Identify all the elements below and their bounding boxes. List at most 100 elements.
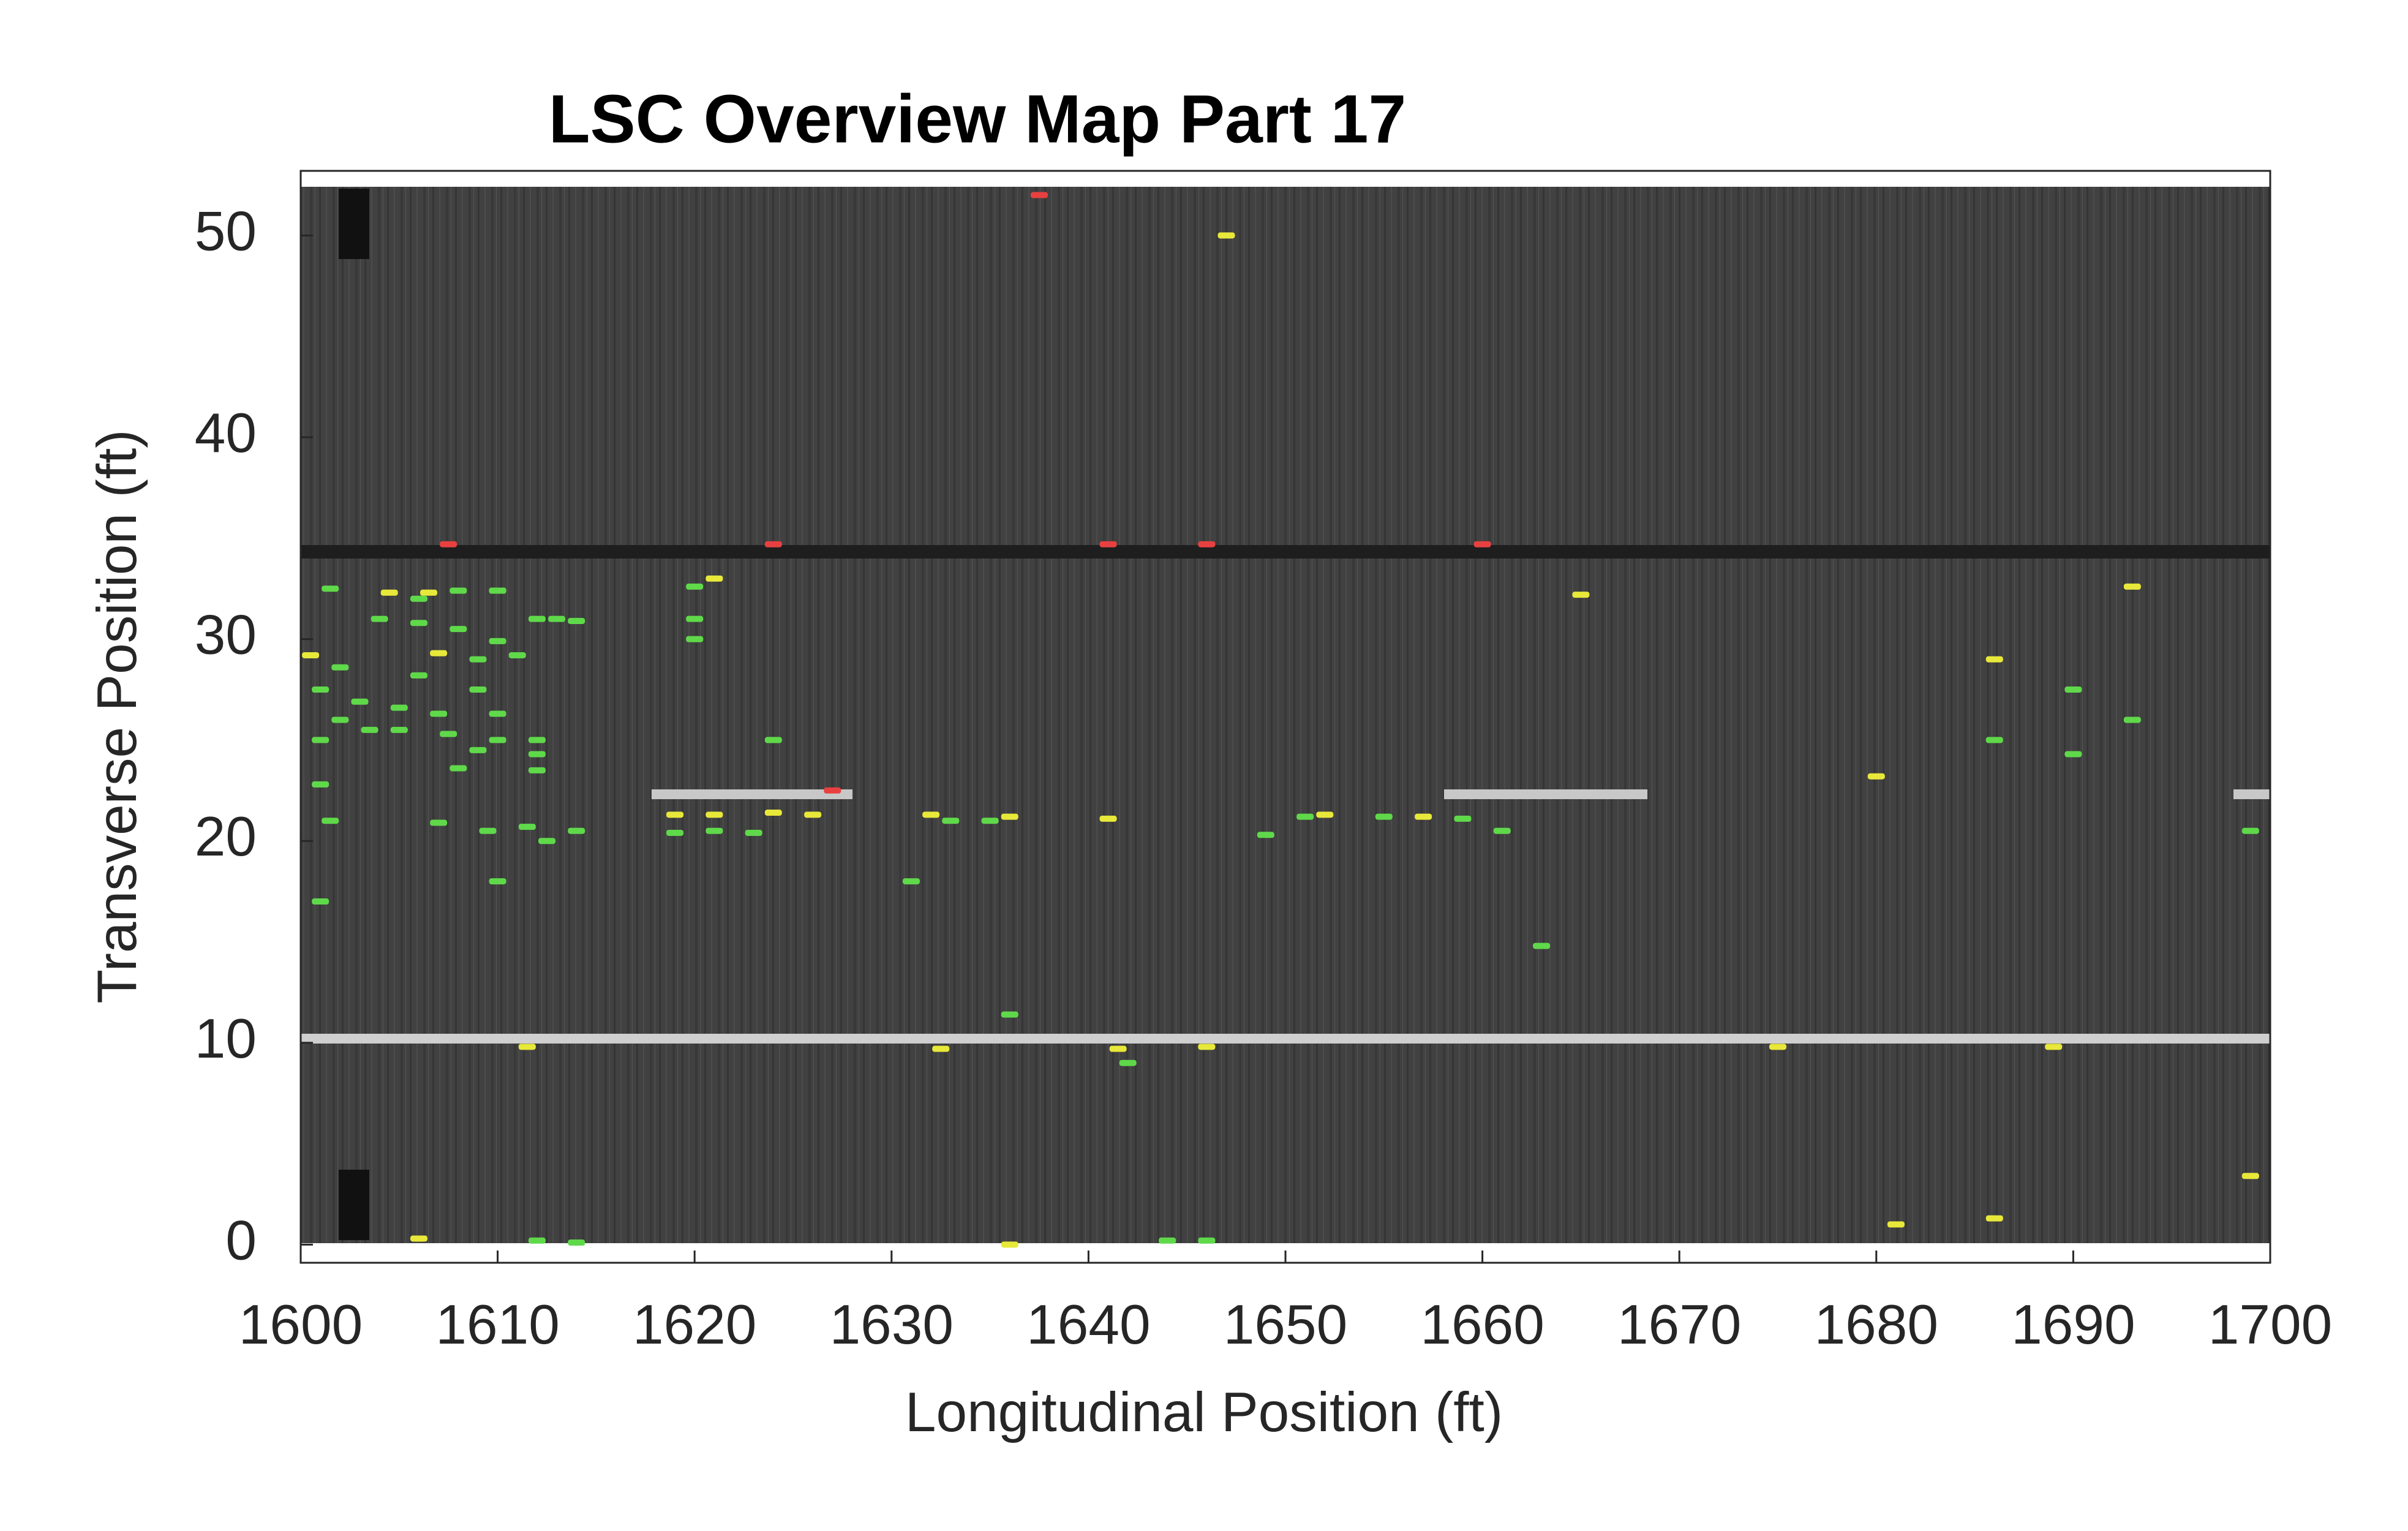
- crack-mark: [824, 787, 841, 794]
- crack-mark: [568, 1239, 585, 1246]
- crack-mark: [1415, 813, 1432, 820]
- x-tick-label: 1670: [1617, 1294, 1741, 1356]
- x-axis-label: Longitudinal Position (ft): [905, 1382, 1503, 1443]
- crack-mark: [469, 747, 487, 753]
- crack-mark: [312, 898, 329, 905]
- crack-mark: [666, 811, 684, 818]
- crack-mark: [705, 827, 723, 834]
- crack-mark: [1769, 1044, 1786, 1050]
- x-tick-label: 1640: [1026, 1294, 1150, 1356]
- crack-mark: [430, 650, 448, 656]
- crack-mark: [380, 589, 398, 596]
- crack-mark: [764, 737, 782, 743]
- crack-mark: [2241, 1173, 2259, 1179]
- x-tick-label: 1680: [1815, 1294, 1938, 1356]
- crack-mark: [902, 878, 920, 885]
- crack-mark: [1001, 1241, 1018, 1248]
- crack-mark: [312, 687, 329, 693]
- crack-mark: [666, 830, 684, 837]
- crack-mark: [2045, 1044, 2063, 1050]
- crack-mark: [489, 587, 506, 594]
- y-tick-label: 40: [195, 402, 257, 464]
- y-tick-label: 0: [225, 1209, 257, 1271]
- crack-mark: [1296, 813, 1314, 820]
- x-tick-label: 1650: [1224, 1294, 1347, 1356]
- y-tick-label: 20: [195, 806, 257, 868]
- crack-mark: [1198, 541, 1216, 547]
- crack-mark: [1198, 1237, 1216, 1244]
- crack-mark: [322, 585, 339, 592]
- lane-line: [301, 1034, 2270, 1044]
- crack-mark: [1375, 813, 1393, 820]
- crack-mark: [1099, 815, 1117, 822]
- crack-mark: [1572, 592, 1590, 598]
- crack-mark: [705, 575, 723, 582]
- crack-mark: [1493, 827, 1511, 834]
- crack-mark: [322, 818, 339, 824]
- crack-mark: [2064, 751, 2082, 758]
- crack-mark: [1109, 1045, 1127, 1052]
- crack-mark: [1985, 1215, 2003, 1222]
- plot-area: [301, 171, 2270, 1263]
- crack-mark: [312, 737, 329, 743]
- crack-mark: [1257, 832, 1274, 838]
- crack-mark: [745, 830, 762, 837]
- crack-mark: [1533, 942, 1551, 949]
- x-tick-label: 1690: [2011, 1294, 2135, 1356]
- crack-mark: [450, 587, 467, 594]
- crack-mark: [568, 827, 585, 834]
- crack-mark: [528, 751, 546, 758]
- crack-mark: [479, 827, 497, 834]
- crack-mark: [686, 615, 704, 622]
- crack-mark: [932, 1045, 950, 1052]
- crack-mark: [302, 652, 320, 658]
- crack-mark: [1119, 1059, 1137, 1066]
- x-tick-label: 1600: [239, 1294, 363, 1356]
- crack-mark: [1159, 1237, 1176, 1244]
- x-tick-label: 1630: [830, 1294, 954, 1356]
- crack-mark: [489, 737, 506, 743]
- crack-mark: [489, 878, 506, 885]
- crack-mark: [518, 824, 536, 830]
- crack-mark: [331, 664, 349, 671]
- crack-mark: [518, 1044, 536, 1050]
- crack-mark: [1887, 1221, 1905, 1228]
- crack-mark: [469, 656, 487, 663]
- y-axis-label: Transverse Position (ft): [86, 429, 148, 1003]
- crack-mark: [548, 615, 566, 622]
- x-tick-label: 1610: [435, 1294, 559, 1356]
- chart-title: LSC Overview Map Part 17: [549, 81, 1406, 157]
- crack-mark: [568, 617, 585, 624]
- crack-mark: [1454, 815, 1472, 822]
- x-tick-label: 1660: [1420, 1294, 1544, 1356]
- drain-grate: [339, 1170, 369, 1240]
- crack-mark: [1031, 192, 1048, 198]
- crack-mark: [469, 687, 487, 693]
- crack-mark: [1985, 656, 2003, 663]
- crack-mark: [489, 710, 506, 717]
- crack-mark: [528, 615, 546, 622]
- crack-mark: [1316, 811, 1334, 818]
- crack-mark: [430, 710, 448, 717]
- crack-mark: [538, 838, 555, 844]
- crack-mark: [1473, 541, 1491, 547]
- crack-mark: [528, 737, 546, 743]
- crack-mark: [764, 541, 782, 547]
- crack-mark: [410, 595, 427, 602]
- crack-mark: [528, 1237, 546, 1244]
- lane-joint: [301, 545, 2270, 559]
- crack-mark: [705, 811, 723, 818]
- crack-mark: [420, 589, 438, 596]
- crack-mark: [1985, 737, 2003, 743]
- crack-mark: [1217, 232, 1235, 239]
- crack-mark: [390, 726, 408, 733]
- lane-marker: [1444, 789, 1647, 799]
- crack-mark: [489, 638, 506, 644]
- lane-marker: [652, 789, 852, 799]
- y-tick-label: 30: [195, 604, 257, 666]
- crack-mark: [508, 652, 526, 658]
- crack-mark: [450, 626, 467, 633]
- drain-grate: [339, 189, 369, 259]
- crack-mark: [331, 717, 349, 723]
